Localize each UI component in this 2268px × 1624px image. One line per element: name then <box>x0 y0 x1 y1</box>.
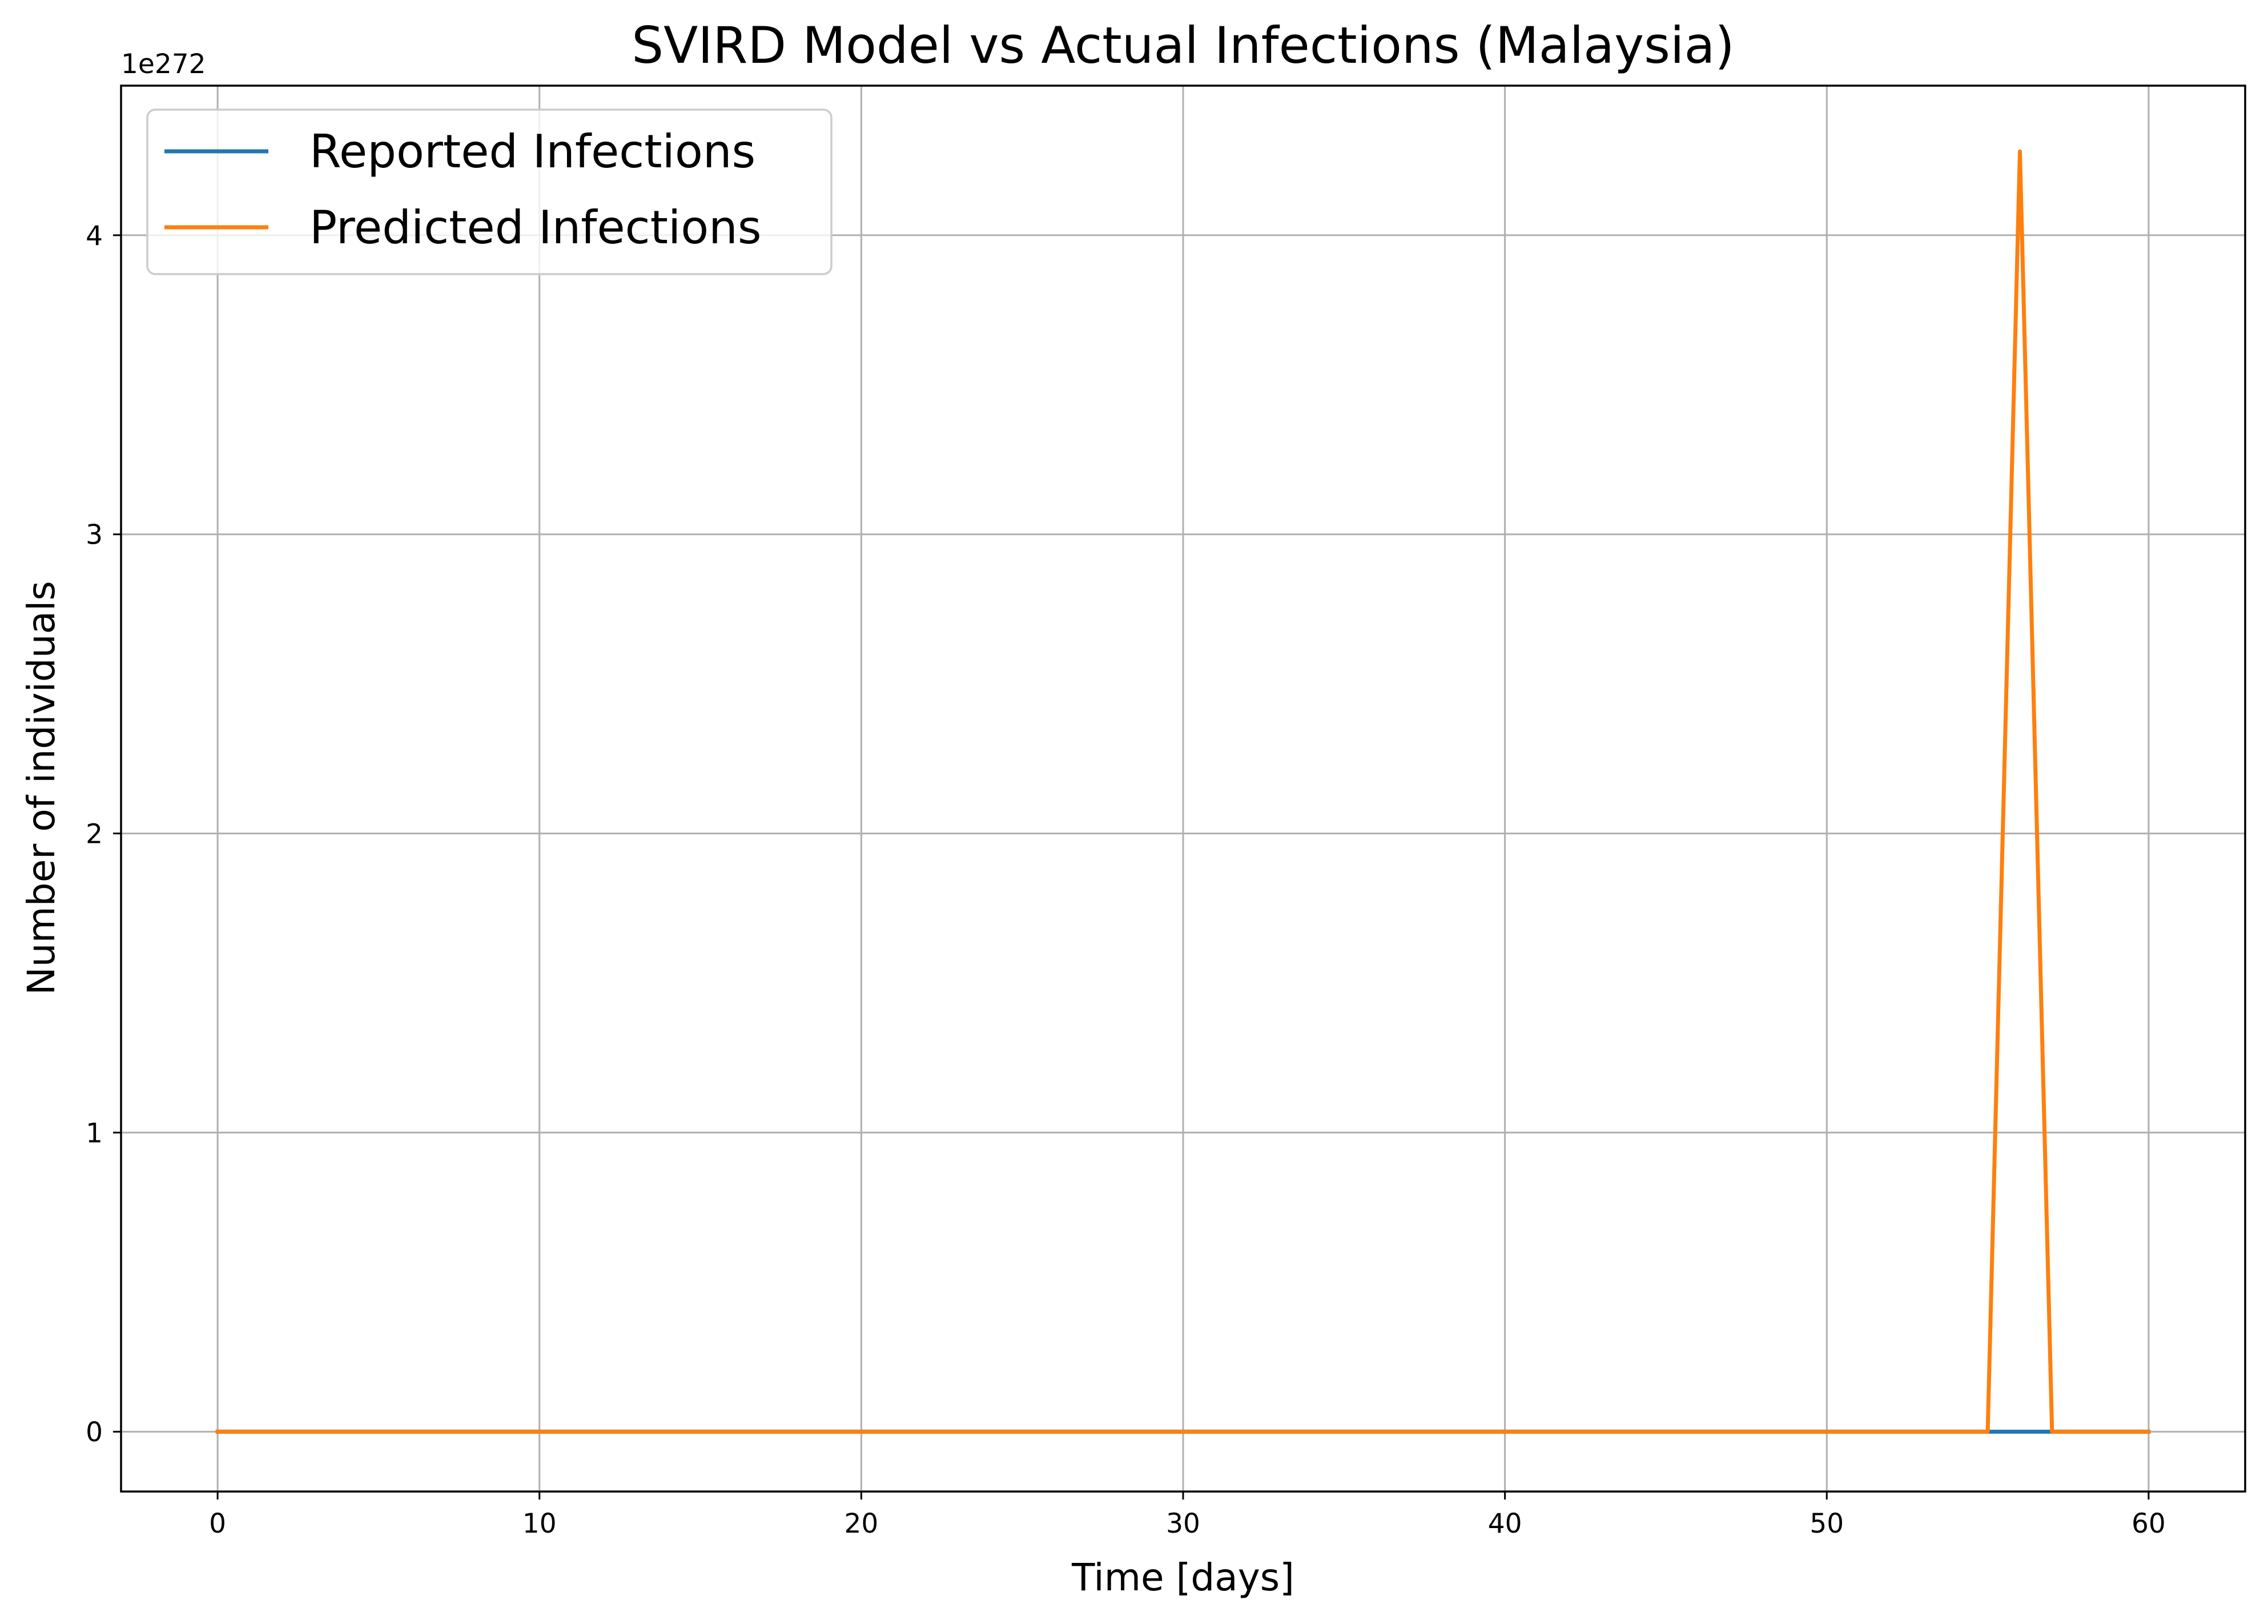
y-tick-label: 1 <box>86 1117 103 1149</box>
x-tick-label: 10 <box>522 1508 557 1539</box>
y-tick-label: 2 <box>86 819 103 850</box>
y-tick-label: 4 <box>86 220 103 252</box>
chart-title: SVIRD Model vs Actual Infections (Malays… <box>632 16 1734 75</box>
x-tick-label: 40 <box>1488 1508 1522 1539</box>
legend-label-reported: Reported Infections <box>309 125 755 178</box>
legend-frame <box>146 108 833 275</box>
legend-label-predicted: Predicted Infections <box>309 201 762 254</box>
y-axis-ticks: 0 1 2 3 4 <box>86 220 121 1448</box>
x-tick-label: 0 <box>209 1508 226 1539</box>
y-tick-label: 3 <box>86 520 103 551</box>
x-axis-label: Time [days] <box>1071 1555 1294 1599</box>
x-tick-label: 60 <box>2132 1508 2166 1539</box>
y-offset-text: 1e272 <box>121 49 206 80</box>
series-lines <box>215 149 2151 1434</box>
x-axis-ticks: 0 10 20 30 40 50 60 <box>209 1492 2166 1539</box>
y-axis-label: Number of individuals <box>19 581 63 995</box>
series-line-predicted-infections <box>215 149 2151 1434</box>
x-tick-label: 30 <box>1166 1508 1200 1539</box>
x-tick-label: 20 <box>844 1508 878 1539</box>
y-tick-label: 0 <box>86 1417 103 1448</box>
x-tick-label: 50 <box>1809 1508 1844 1539</box>
legend: Reported Infections Predicted Infections <box>146 108 833 275</box>
